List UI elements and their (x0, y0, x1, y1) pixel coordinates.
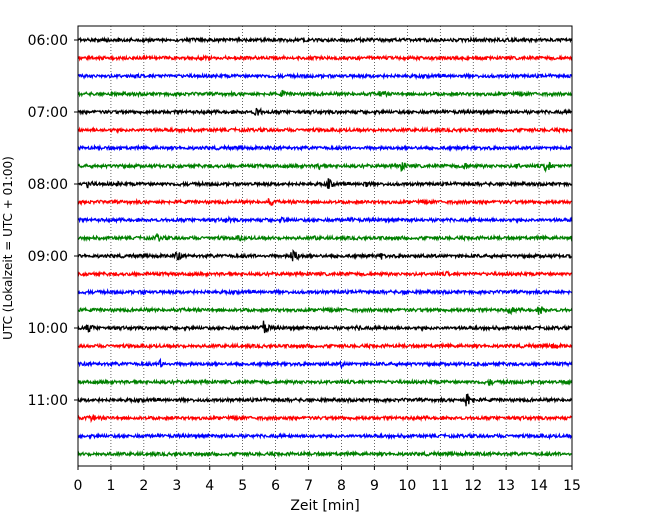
trace-line-1 (77, 53, 573, 63)
trace-line-15 (77, 305, 573, 316)
x-tick-label-7: 7 (304, 478, 313, 494)
trace-line-5 (77, 125, 573, 135)
x-tick-layer: 0 1 2 3 4 5 6 7 8 9 10 11 12 13 14 15 (74, 466, 581, 494)
y-tick-label-2: 08:00 (28, 177, 68, 193)
trace-line-14 (77, 287, 573, 297)
x-tick-label-15: 15 (563, 478, 581, 494)
y-tick-label-0: 06:00 (28, 33, 68, 49)
x-tick-label-4: 4 (205, 478, 214, 494)
y-tick-layer: 06:00 07:00 08:00 09:00 10:00 11:00 (28, 33, 78, 409)
grid-layer (110, 26, 540, 466)
trace-line-6 (77, 143, 573, 153)
x-tick-label-9: 9 (370, 478, 379, 494)
y-tick-label-3: 09:00 (28, 249, 68, 265)
trace-line-16 (77, 320, 573, 334)
trace-line-22 (77, 431, 573, 441)
trace-line-8 (77, 178, 573, 190)
x-tick-label-12: 12 (464, 478, 482, 494)
trace-line-23 (77, 449, 573, 459)
y-tick-label-1: 07:00 (28, 105, 68, 121)
x-tick-label-8: 8 (337, 478, 346, 494)
x-tick-label-5: 5 (238, 478, 247, 494)
trace-line-7 (77, 161, 573, 173)
trace-line-3 (77, 89, 573, 99)
x-tick-label-1: 1 (106, 478, 115, 494)
y-tick-label-5: 11:00 (28, 393, 68, 409)
trace-line-20 (77, 393, 573, 407)
x-tick-label-2: 2 (139, 478, 148, 494)
x-tick-label-6: 6 (271, 478, 280, 494)
trace-layer (77, 36, 573, 459)
x-tick-label-10: 10 (398, 478, 416, 494)
x-axis-label: Zeit [min] (290, 498, 359, 514)
x-tick-label-0: 0 (74, 478, 83, 494)
x-tick-label-14: 14 (530, 478, 548, 494)
trace-line-10 (77, 215, 573, 225)
trace-line-13 (77, 270, 573, 278)
trace-line-17 (77, 341, 573, 351)
trace-line-19 (77, 377, 573, 387)
trace-line-18 (77, 357, 573, 370)
trace-line-21 (77, 413, 573, 424)
trace-line-11 (77, 233, 573, 243)
trace-line-2 (77, 71, 573, 81)
trace-line-9 (77, 197, 572, 207)
trace-line-12 (77, 248, 573, 262)
x-tick-label-3: 3 (172, 478, 181, 494)
x-tick-label-11: 11 (431, 478, 449, 494)
x-tick-label-13: 13 (497, 478, 515, 494)
trace-line-0 (77, 36, 573, 44)
plot-frame (77, 25, 573, 467)
y-tick-label-4: 10:00 (28, 321, 68, 337)
y-axis-label: UTC (Lokalzeit = UTC + 01:00) (1, 156, 15, 340)
trace-line-4 (77, 106, 573, 116)
